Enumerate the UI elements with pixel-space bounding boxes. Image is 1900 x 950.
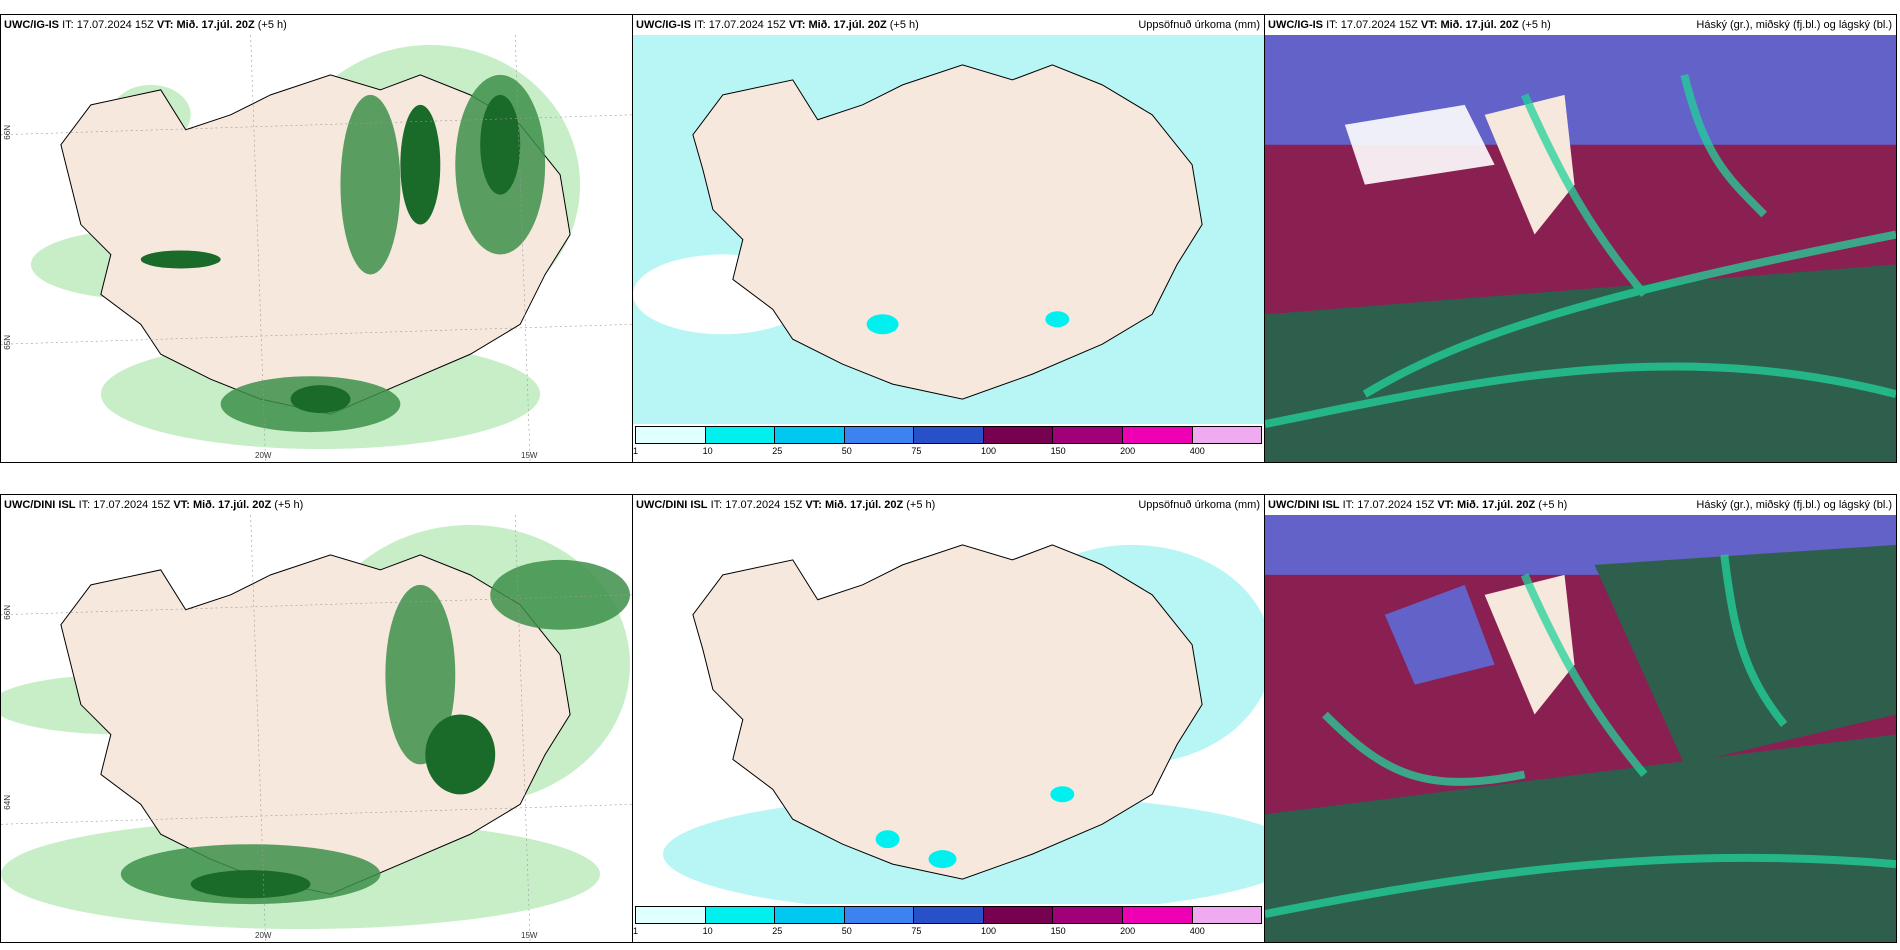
colorbar-segment	[775, 427, 845, 443]
panel-igis-accum-precip: UWC/IG-IS IT: 17.07.2024 15Z VT: Mið. 17…	[632, 14, 1265, 463]
panel-field-title: Háský (gr.), miðský (fj.bl.) og lágský (…	[1696, 499, 1892, 511]
axis-label-lon15: 15W	[521, 451, 538, 460]
accum-precip-map	[633, 35, 1264, 424]
axis-label-lon20: 20W	[255, 451, 272, 460]
colorbar-tick: 200	[1120, 926, 1136, 936]
colorbar-segment	[844, 427, 915, 443]
accum-precip-map	[633, 515, 1264, 904]
panel-field-title: Háský (gr.), miðský (fj.bl.) og lágský (…	[1696, 19, 1892, 31]
panel-igis-wind-precip: UWC/IG-IS IT: 17.07.2024 15Z VT: Mið. 17…	[0, 14, 633, 463]
panel-dini-clouds: UWC/DINI ISL IT: 17.07.2024 15Z VT: Mið.…	[1264, 494, 1897, 943]
colorbar-segment	[914, 427, 984, 443]
panel-igis-clouds: UWC/IG-IS IT: 17.07.2024 15Z VT: Mið. 17…	[1264, 14, 1897, 463]
axis-label-lon20: 20W	[255, 931, 272, 940]
colorbar-tick: 50	[841, 446, 852, 456]
colorbar-segment	[983, 427, 1054, 443]
map-svg	[633, 35, 1264, 424]
axis-label-lon15: 15W	[521, 931, 538, 940]
map-svg	[633, 515, 1264, 904]
colorbar-segment	[636, 907, 706, 923]
wind-precip-map	[1, 515, 632, 942]
colorbar-ticks: 1 10 25 50 75 100 150 200 400	[633, 446, 1262, 458]
colorbar-segment	[705, 427, 776, 443]
precip-colorbar	[635, 906, 1262, 924]
colorbar-tick: 75	[911, 446, 922, 456]
map-svg	[1265, 515, 1896, 942]
colorbar-segment	[1053, 427, 1123, 443]
colorbar-tick: 50	[841, 926, 852, 936]
colorbar-tick: 1	[633, 446, 639, 456]
colorbar-tick: 150	[1050, 446, 1066, 456]
colorbar-tick: 10	[702, 926, 713, 936]
colorbar-tick: 1	[633, 926, 639, 936]
colorbar-ticks: 1 10 25 50 75 100 150 200 400	[633, 926, 1262, 938]
colorbar-segment	[1192, 907, 1262, 923]
colorbar-segment	[844, 907, 915, 923]
panel-header: UWC/IG-IS IT: 17.07.2024 15Z VT: Mið. 17…	[4, 19, 287, 31]
colorbar-tick: 10	[702, 446, 713, 456]
axis-label-lat64: 64N	[3, 795, 12, 810]
panel-field-title: Uppsöfnuð úrkoma (mm)	[1138, 499, 1260, 511]
cloud-map	[1265, 35, 1896, 462]
map-svg	[1, 35, 632, 462]
colorbar-segment	[636, 427, 706, 443]
axis-label-lat66: 66N	[3, 605, 12, 620]
panel-dini-accum-precip: UWC/DINI ISL IT: 17.07.2024 15Z VT: Mið.…	[632, 494, 1265, 943]
colorbar-segment	[1122, 427, 1193, 443]
panel-header: UWC/DINI ISL IT: 17.07.2024 15Z VT: Mið.…	[1265, 495, 1896, 515]
panel-field-title: Uppsöfnuð úrkoma (mm)	[1138, 19, 1260, 31]
colorbar-segment	[1053, 907, 1123, 923]
colorbar-tick: 25	[772, 926, 783, 936]
colorbar-segment	[983, 907, 1054, 923]
colorbar-tick: 400	[1189, 446, 1205, 456]
colorbar-tick: 200	[1120, 446, 1136, 456]
axis-label-lat65: 65N	[3, 335, 12, 350]
cloud-map	[1265, 515, 1896, 942]
colorbar-tick: 150	[1050, 926, 1066, 936]
map-svg	[1265, 35, 1896, 462]
colorbar-tick: 100	[980, 926, 997, 936]
colorbar-segment	[775, 907, 845, 923]
colorbar-tick: 400	[1189, 926, 1205, 936]
wind-precip-map	[1, 35, 632, 462]
colorbar-segment	[705, 907, 776, 923]
colorbar-tick: 100	[980, 446, 997, 456]
colorbar-tick: 25	[772, 446, 783, 456]
panel-header: UWC/IG-IS IT: 17.07.2024 15Z VT: Mið. 17…	[633, 15, 1264, 35]
colorbar-segment	[1122, 907, 1193, 923]
panel-header: UWC/IG-IS IT: 17.07.2024 15Z VT: Mið. 17…	[1265, 15, 1896, 35]
colorbar-segment	[1192, 427, 1262, 443]
panel-header: UWC/DINI ISL IT: 17.07.2024 15Z VT: Mið.…	[633, 495, 1264, 515]
axis-label-lat66: 66N	[3, 125, 12, 140]
precip-colorbar	[635, 426, 1262, 444]
colorbar-tick: 75	[911, 926, 922, 936]
panel-header: UWC/DINI ISL IT: 17.07.2024 15Z VT: Mið.…	[4, 499, 304, 511]
map-svg	[1, 515, 632, 942]
colorbar-segment	[914, 907, 984, 923]
panel-dini-wind-precip: UWC/DINI ISL IT: 17.07.2024 15Z VT: Mið.…	[0, 494, 633, 943]
